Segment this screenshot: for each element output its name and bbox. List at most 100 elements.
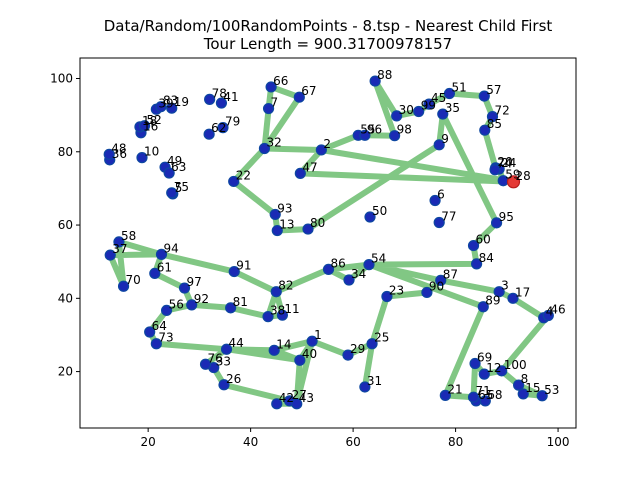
city-point-15 — [517, 388, 529, 400]
city-label-56: 56 — [169, 297, 184, 311]
city-point-45 — [423, 98, 435, 110]
city-label-52: 52 — [147, 113, 162, 127]
city-point-63 — [163, 167, 175, 179]
city-label-71: 71 — [476, 384, 491, 398]
city-point-38 — [262, 311, 274, 323]
city-point-9 — [433, 139, 445, 151]
city-point-90 — [421, 286, 433, 299]
city-point-12 — [478, 368, 490, 380]
city-label-31: 31 — [367, 374, 382, 388]
city-label-5: 5 — [175, 181, 183, 195]
city-label-92: 92 — [194, 292, 209, 306]
city-label-19: 19 — [174, 95, 189, 109]
city-point-83 — [155, 101, 167, 113]
city-label-99: 99 — [421, 98, 436, 112]
city-label-30: 30 — [399, 103, 414, 117]
y-tick-label-60: 60 — [58, 218, 73, 232]
city-point-89 — [477, 301, 489, 313]
y-tick-label-100: 100 — [50, 72, 73, 86]
city-point-50 — [364, 211, 376, 223]
city-label-42: 42 — [279, 391, 294, 405]
axes-frame — [79, 57, 577, 429]
city-point-8 — [513, 379, 525, 391]
city-point-60 — [467, 239, 480, 252]
city-label-55: 55 — [360, 122, 375, 136]
city-label-36: 36 — [112, 147, 127, 161]
city-point-81 — [225, 302, 237, 314]
city-label-43: 43 — [299, 391, 314, 405]
city-point-14 — [268, 344, 280, 356]
city-point-42 — [271, 398, 283, 410]
city-label-73: 73 — [158, 331, 173, 345]
city-label-78: 78 — [212, 86, 227, 100]
city-label-90: 90 — [429, 279, 444, 293]
city-point-80 — [302, 223, 314, 235]
city-label-22: 22 — [236, 168, 251, 182]
city-point-56 — [160, 304, 173, 317]
city-point-41 — [215, 97, 228, 109]
city-point-96 — [359, 129, 371, 141]
city-point-6 — [429, 194, 441, 207]
city-point-61 — [149, 267, 161, 280]
city-point-48 — [103, 148, 115, 160]
city-point-75 — [166, 187, 178, 199]
city-point-35 — [437, 108, 449, 120]
city-label-25: 25 — [374, 331, 389, 345]
city-label-62: 62 — [211, 121, 226, 135]
city-label-74: 74 — [497, 157, 512, 171]
city-label-54: 54 — [371, 252, 386, 266]
city-label-44: 44 — [229, 336, 244, 350]
city-point-98 — [389, 130, 401, 142]
city-label-83: 83 — [163, 94, 178, 108]
city-label-13: 13 — [279, 218, 294, 232]
city-point-97 — [178, 282, 191, 294]
city-point-64 — [144, 326, 156, 338]
city-label-95: 95 — [499, 210, 514, 224]
city-point-40 — [294, 354, 306, 366]
city-point-79 — [217, 122, 229, 134]
city-label-88: 88 — [377, 68, 392, 82]
start-city-point — [506, 175, 521, 189]
city-label-93: 93 — [277, 201, 292, 215]
city-label-33: 33 — [216, 355, 231, 369]
city-point-91 — [228, 265, 240, 278]
city-label-34: 34 — [351, 267, 366, 281]
city-label-96: 96 — [367, 122, 382, 136]
y-tick-label-20: 20 — [58, 365, 73, 379]
city-label-70: 70 — [126, 273, 141, 287]
city-label-94: 94 — [163, 241, 178, 255]
city-label-10: 10 — [144, 145, 159, 159]
city-point-13 — [271, 224, 283, 237]
city-point-66 — [265, 81, 277, 93]
city-label-82: 82 — [278, 279, 293, 293]
city-point-43 — [291, 398, 303, 410]
city-label-97: 97 — [187, 275, 202, 289]
city-point-68 — [479, 395, 491, 407]
city-point-37 — [104, 249, 116, 261]
city-label-50: 50 — [372, 204, 387, 218]
x-tick-label-60: 60 — [345, 435, 360, 449]
city-label-75: 75 — [174, 180, 189, 194]
city-point-84 — [470, 258, 483, 270]
city-point-11 — [276, 309, 288, 321]
city-point-1 — [306, 335, 318, 347]
city-point-30 — [391, 110, 403, 122]
city-label-80: 80 — [310, 216, 325, 230]
city-point-25 — [366, 338, 378, 350]
city-point-85 — [479, 124, 491, 136]
city-label-23: 23 — [389, 283, 404, 297]
city-point-74 — [489, 164, 501, 176]
city-label-89: 89 — [485, 294, 500, 308]
city-label-1: 1 — [314, 328, 322, 342]
city-label-32: 32 — [266, 135, 281, 149]
city-point-34 — [343, 274, 355, 286]
axis-ticks: 20 40 60 80 100 20 40 60 80 100 — [50, 72, 569, 449]
city-point-93 — [269, 208, 281, 221]
city-label-41: 41 — [223, 90, 238, 104]
city-label-84: 84 — [479, 251, 494, 265]
city-point-88 — [369, 75, 381, 87]
city-point-58 — [113, 236, 125, 248]
city-label-51: 51 — [451, 81, 466, 95]
city-point-57 — [478, 90, 490, 102]
